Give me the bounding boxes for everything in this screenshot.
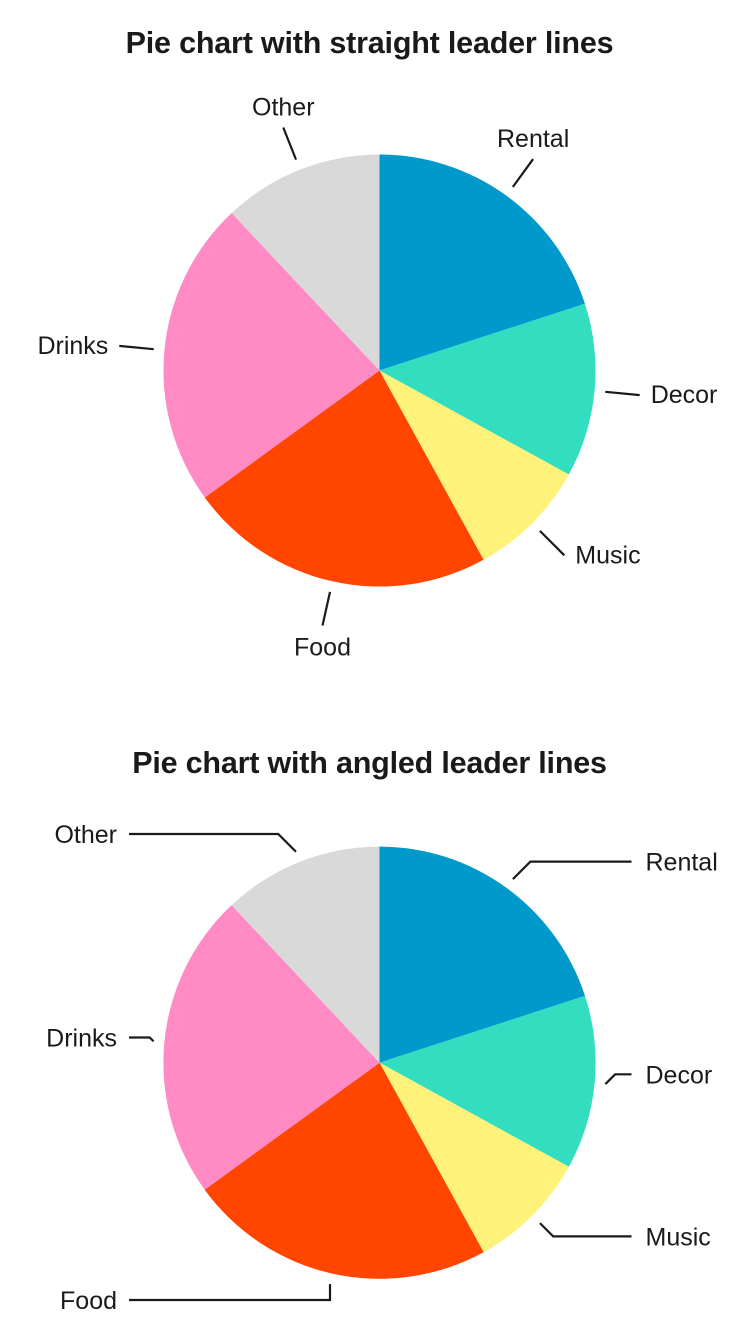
- svg-text:Food: Food: [60, 1287, 117, 1315]
- svg-text:Other: Other: [252, 93, 315, 121]
- svg-text:Music: Music: [646, 1223, 711, 1251]
- svg-text:Drinks: Drinks: [37, 332, 108, 360]
- svg-text:Decor: Decor: [646, 1061, 713, 1089]
- svg-text:Decor: Decor: [651, 381, 718, 409]
- svg-text:Music: Music: [575, 541, 640, 569]
- svg-text:Other: Other: [54, 821, 117, 849]
- svg-text:Rental: Rental: [646, 849, 718, 877]
- svg-text:Drinks: Drinks: [46, 1025, 117, 1053]
- svg-text:Rental: Rental: [497, 125, 569, 153]
- svg-text:Food: Food: [294, 634, 351, 662]
